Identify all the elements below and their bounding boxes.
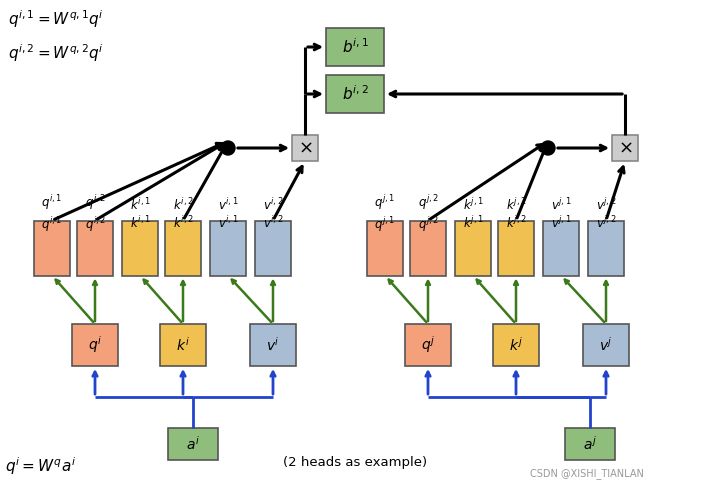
Text: $v^{i,2}$: $v^{i,2}$ <box>263 215 283 232</box>
FancyBboxPatch shape <box>410 221 446 275</box>
FancyBboxPatch shape <box>250 324 296 366</box>
FancyBboxPatch shape <box>292 135 318 161</box>
Circle shape <box>221 141 235 155</box>
Text: $q^{i,1}$: $q^{i,1}$ <box>42 215 62 235</box>
Text: $k^i$: $k^i$ <box>176 336 190 354</box>
Text: ${v^{j,1}}$: ${v^{j,1}}$ <box>551 196 571 212</box>
FancyBboxPatch shape <box>367 221 403 275</box>
Text: $a^j$: $a^j$ <box>583 435 597 453</box>
FancyBboxPatch shape <box>498 221 534 275</box>
FancyBboxPatch shape <box>493 324 539 366</box>
Text: ${q^{j,2}}$: ${q^{j,2}}$ <box>418 193 438 212</box>
Text: ${k^{j,2}}$: ${k^{j,2}}$ <box>506 196 526 212</box>
FancyBboxPatch shape <box>455 221 491 275</box>
FancyBboxPatch shape <box>326 75 384 113</box>
FancyBboxPatch shape <box>588 221 624 275</box>
FancyBboxPatch shape <box>326 28 384 66</box>
Text: $q^i$: $q^i$ <box>88 334 102 356</box>
FancyBboxPatch shape <box>543 221 579 275</box>
FancyBboxPatch shape <box>612 135 638 161</box>
Text: ${v^{j,2}}$: ${v^{j,2}}$ <box>596 196 616 212</box>
Text: $q^{i,2}$: $q^{i,2}$ <box>84 215 106 235</box>
Text: ${k^{i,2}}$: ${k^{i,2}}$ <box>172 196 194 212</box>
Text: ${k^{i,1}}$: ${k^{i,1}}$ <box>130 196 150 212</box>
Text: $v^i$: $v^i$ <box>267 336 280 354</box>
Text: $q^{j,2}$: $q^{j,2}$ <box>418 215 438 235</box>
Text: CSDN @XISHI_TIANLAN: CSDN @XISHI_TIANLAN <box>530 468 644 479</box>
Text: $v^{i,1}$: $v^{i,1}$ <box>218 215 238 232</box>
FancyBboxPatch shape <box>583 324 629 366</box>
FancyBboxPatch shape <box>72 324 118 366</box>
FancyBboxPatch shape <box>160 324 206 366</box>
Text: $q^{i,2} = W^{q,2}q^i$: $q^{i,2} = W^{q,2}q^i$ <box>8 42 104 63</box>
FancyBboxPatch shape <box>122 221 158 275</box>
FancyBboxPatch shape <box>405 324 451 366</box>
Text: $k^{i,2}$: $k^{i,2}$ <box>172 215 194 232</box>
Text: $\times$: $\times$ <box>298 139 312 157</box>
Text: $q^{i,1} = W^{q,1}q^i$: $q^{i,1} = W^{q,1}q^i$ <box>8 8 104 30</box>
Text: $b^{i,2}$: $b^{i,2}$ <box>342 85 369 103</box>
FancyBboxPatch shape <box>34 221 70 275</box>
Text: $a^i$: $a^i$ <box>186 435 200 453</box>
Text: ${q^{j,1}}$: ${q^{j,1}}$ <box>374 193 396 212</box>
Text: $k^{j,1}$: $k^{j,1}$ <box>462 215 484 232</box>
Text: $q^{j,1}$: $q^{j,1}$ <box>374 215 396 235</box>
Text: $b^{i,1}$: $b^{i,1}$ <box>342 38 369 57</box>
Text: $v^{j,2}$: $v^{j,2}$ <box>596 215 616 232</box>
Text: ${v^{i,1}}$: ${v^{i,1}}$ <box>218 196 238 212</box>
Circle shape <box>541 141 555 155</box>
Text: ${v^{i,2}}$: ${v^{i,2}}$ <box>263 196 283 212</box>
Text: ${q^{i,2}}$: ${q^{i,2}}$ <box>84 193 106 212</box>
Text: ${k^{j,1}}$: ${k^{j,1}}$ <box>462 196 484 212</box>
Text: $v^{j,1}$: $v^{j,1}$ <box>551 215 571 232</box>
Text: $q^j$: $q^j$ <box>421 334 435 356</box>
Text: $k^j$: $k^j$ <box>509 336 523 354</box>
Text: $q^i = W^q a^i$: $q^i = W^q a^i$ <box>5 455 76 477</box>
Text: $k^{j,2}$: $k^{j,2}$ <box>506 215 526 232</box>
Text: $v^j$: $v^j$ <box>599 336 613 354</box>
FancyBboxPatch shape <box>255 221 291 275</box>
FancyBboxPatch shape <box>168 428 218 460</box>
Text: ${q^{i,1}}$: ${q^{i,1}}$ <box>42 193 62 212</box>
Text: $\times$: $\times$ <box>618 139 632 157</box>
FancyBboxPatch shape <box>165 221 201 275</box>
FancyBboxPatch shape <box>77 221 113 275</box>
Text: $k^{i,1}$: $k^{i,1}$ <box>130 215 150 232</box>
FancyBboxPatch shape <box>210 221 246 275</box>
Text: (2 heads as example): (2 heads as example) <box>283 456 427 469</box>
FancyBboxPatch shape <box>565 428 615 460</box>
